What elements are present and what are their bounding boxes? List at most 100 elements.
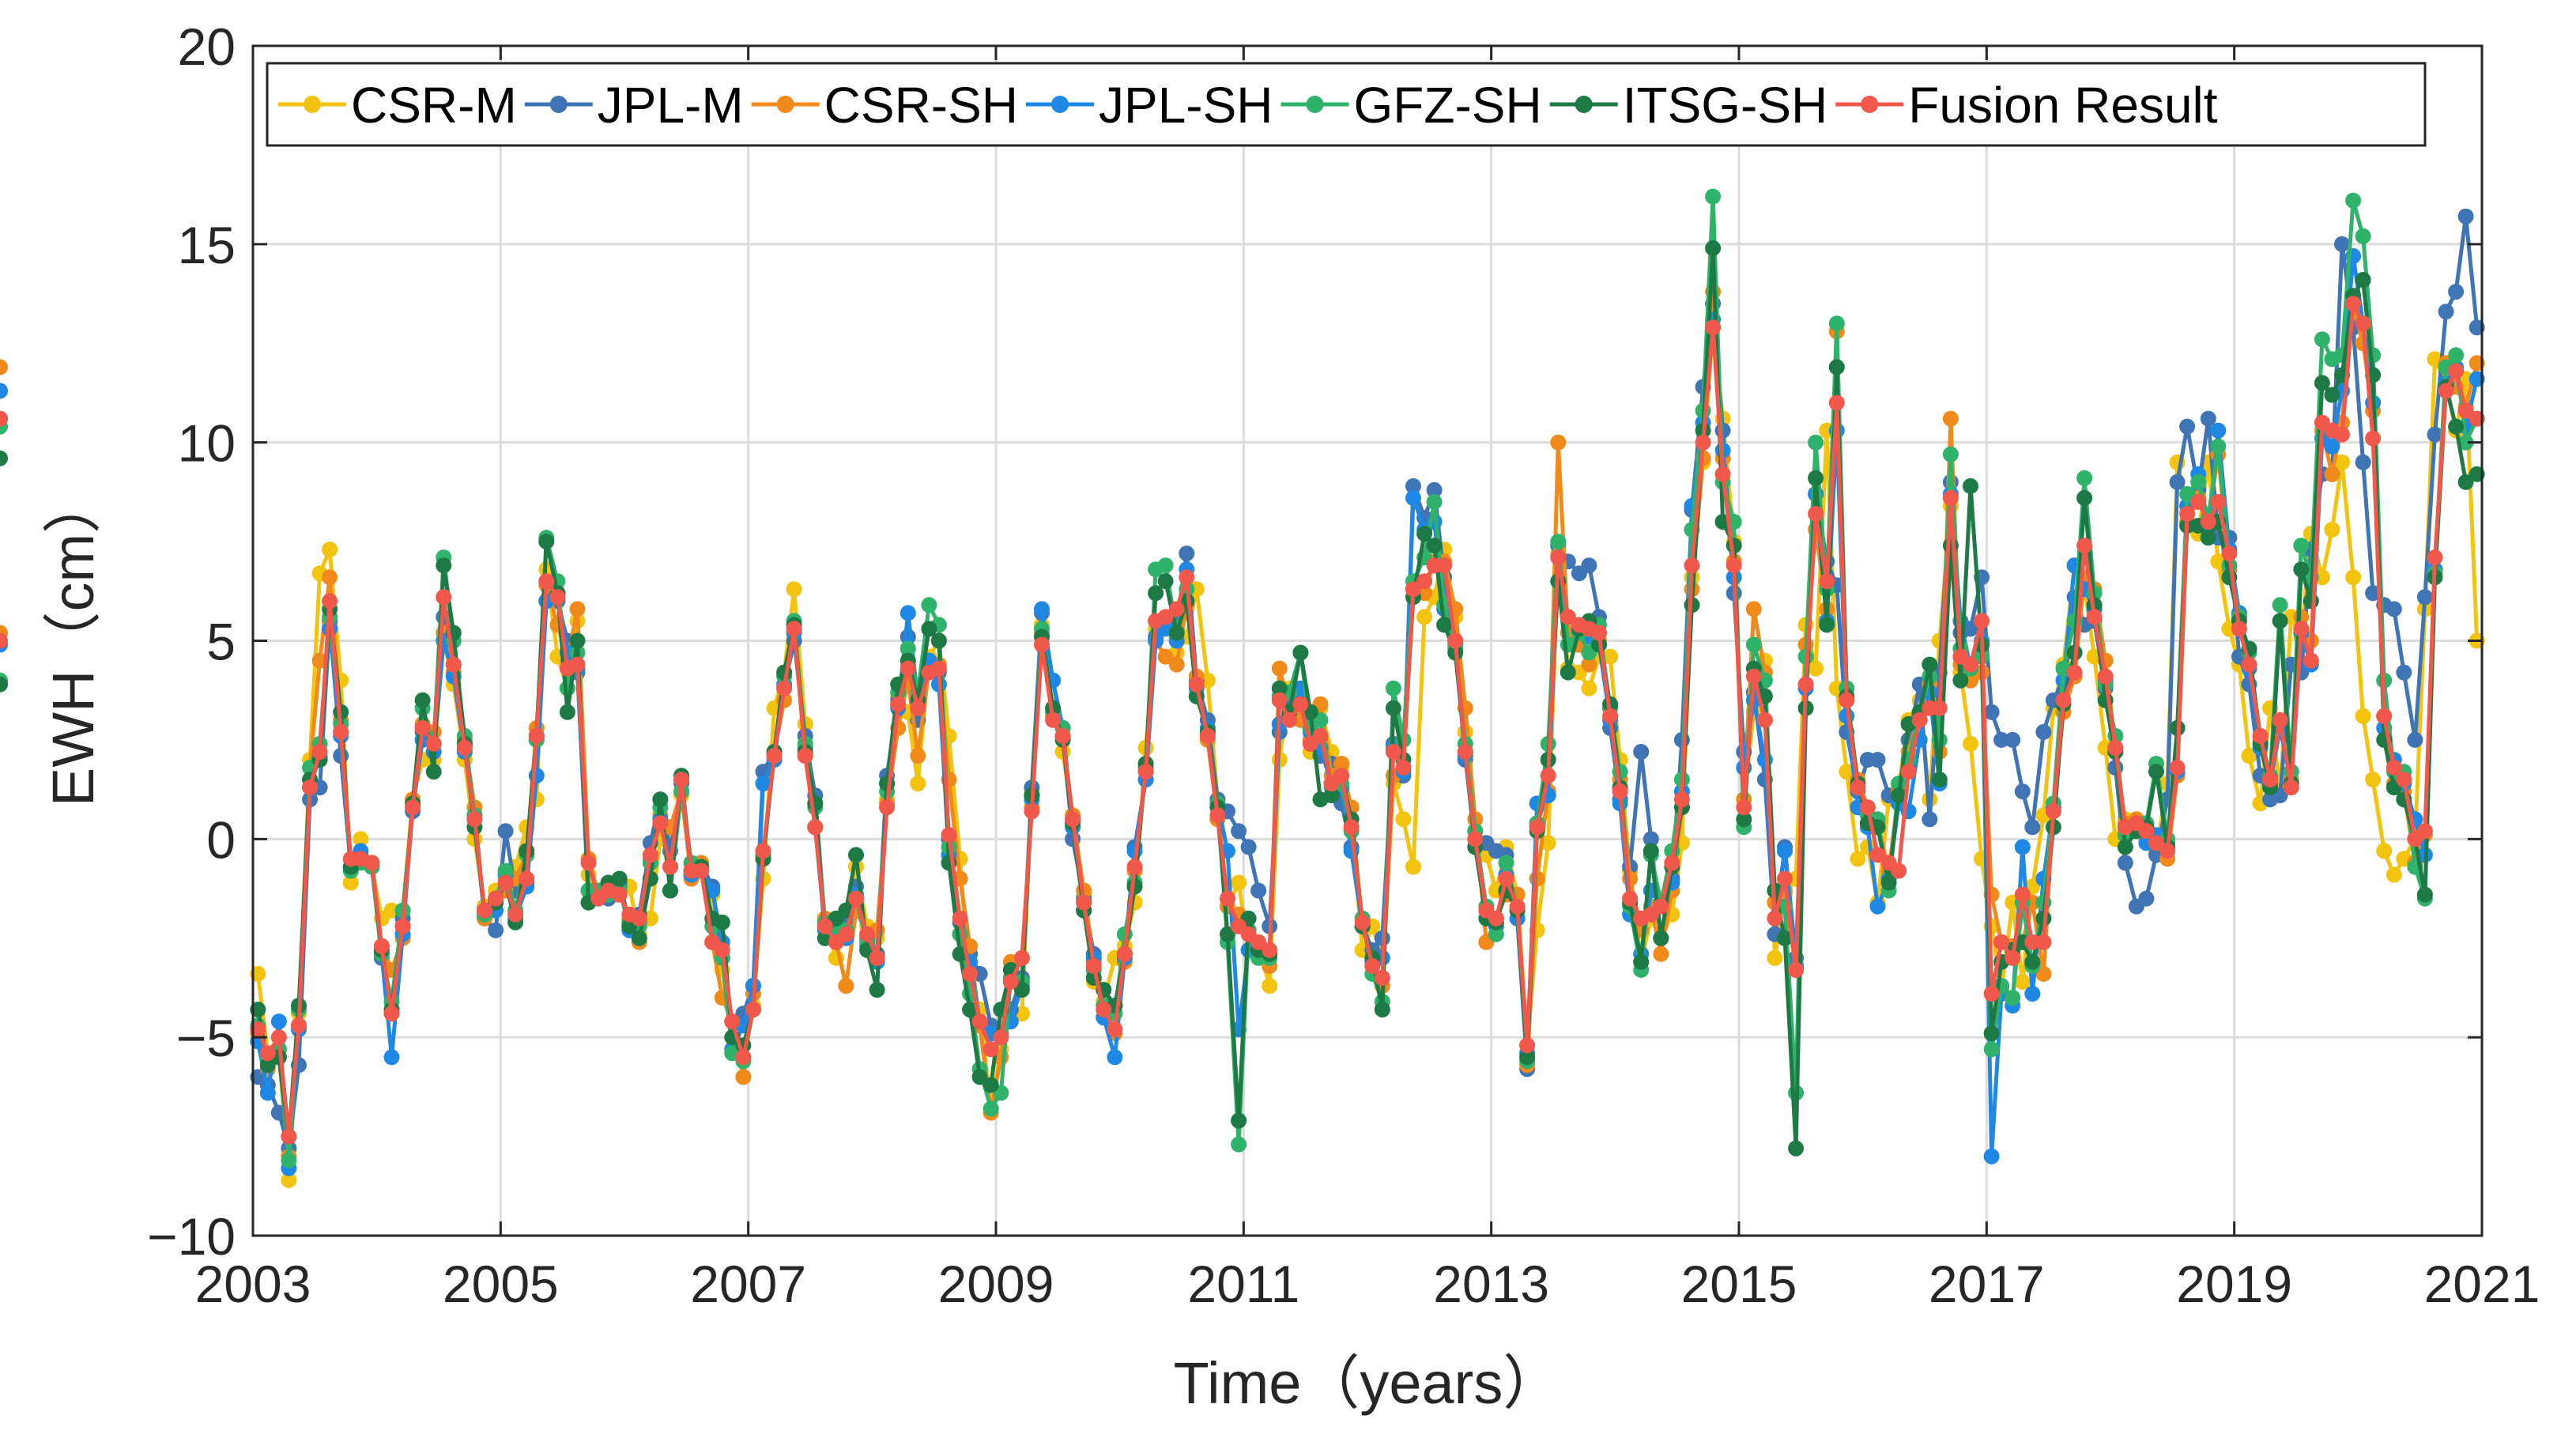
- data-point: [364, 855, 380, 871]
- legend-item: JPL-SH: [1026, 77, 1273, 134]
- data-point: [2457, 474, 2474, 490]
- data-point: [1116, 946, 1133, 962]
- data-point: [549, 589, 566, 606]
- data-point: [1179, 545, 1195, 562]
- data-point: [1808, 434, 1824, 451]
- data-point: [2097, 668, 2114, 685]
- data-point: [2457, 208, 2474, 225]
- data-point: [1498, 855, 1514, 871]
- data-point: [1581, 557, 1597, 574]
- y-tick-label: 5: [206, 613, 236, 671]
- data-point: [1983, 986, 2000, 1002]
- data-point: [2376, 843, 2393, 859]
- data-point: [2210, 438, 2227, 455]
- data-point: [1220, 926, 1235, 942]
- data-point: [652, 815, 669, 832]
- data-point: [2448, 284, 2465, 300]
- data-point: [2427, 549, 2443, 566]
- data-point: [0, 359, 8, 376]
- data-point: [1705, 240, 1722, 256]
- data-point: [2293, 621, 2310, 637]
- data-point: [2427, 426, 2443, 443]
- legend-label: JPL-M: [598, 77, 744, 134]
- data-point: [528, 727, 545, 744]
- data-point: [1952, 672, 1969, 689]
- series-fusion-result: [0, 296, 2485, 1145]
- data-point: [2148, 764, 2164, 780]
- data-point: [1622, 890, 1639, 907]
- data-point: [2314, 331, 2330, 348]
- data-point: [1819, 573, 1835, 590]
- data-point: [921, 621, 937, 637]
- data-point: [2221, 545, 2238, 562]
- data-point: [2169, 474, 2186, 490]
- data-point: [0, 383, 8, 399]
- data-point: [1540, 835, 1556, 851]
- data-point: [2416, 886, 2433, 903]
- y-tick-label: −5: [176, 1009, 236, 1067]
- data-point: [1498, 870, 1514, 887]
- data-point: [1673, 791, 1690, 808]
- data-point: [2076, 470, 2093, 486]
- data-point: [952, 910, 968, 927]
- data-point: [2169, 760, 2186, 776]
- x-tick-label: 2019: [2176, 1255, 2292, 1313]
- data-point: [456, 739, 473, 756]
- data-point: [1880, 874, 1897, 891]
- data-point: [569, 601, 586, 617]
- data-point: [2314, 569, 2330, 586]
- data-point: [445, 656, 462, 673]
- data-point: [1911, 712, 1928, 728]
- data-point: [1983, 1148, 2000, 1165]
- data-point: [1653, 930, 1669, 946]
- data-point: [1374, 969, 1390, 986]
- data-point: [1726, 557, 1742, 574]
- data-point: [1550, 534, 1567, 550]
- data-point: [2024, 953, 2041, 970]
- data-point: [900, 605, 916, 621]
- data-point: [2210, 422, 2227, 439]
- legend: CSR-M JPL-M CSR-SH JPL-SH GFZ-SH ITSG-SH Fusio…: [266, 62, 2427, 147]
- legend-label: JPL-SH: [1099, 77, 1273, 134]
- data-point: [2345, 569, 2362, 586]
- data-point: [1076, 894, 1092, 911]
- data-point: [2024, 986, 2041, 1002]
- data-point: [1963, 656, 1978, 673]
- data-point: [1581, 680, 1597, 696]
- data-point: [2005, 990, 2021, 1006]
- data-point: [1828, 315, 1845, 332]
- data-point: [1405, 859, 1421, 875]
- data-point: [1488, 926, 1504, 942]
- data-point: [2138, 890, 2155, 907]
- data-point: [383, 1049, 400, 1066]
- data-point: [2014, 839, 2031, 855]
- data-point: [1168, 656, 1185, 673]
- data-point: [1157, 648, 1174, 665]
- data-point: [1891, 787, 1907, 804]
- data-point: [1262, 978, 1278, 994]
- data-point: [2324, 466, 2340, 482]
- legend-swatch-marker: [304, 96, 321, 113]
- data-point: [559, 704, 575, 720]
- data-point: [1405, 581, 1421, 598]
- data-point: [910, 700, 926, 716]
- data-point: [838, 926, 854, 942]
- data-point: [1209, 807, 1226, 824]
- data-point: [1385, 744, 1401, 760]
- data-point: [538, 573, 555, 590]
- data-point: [281, 1128, 297, 1145]
- legend-label: CSR-SH: [824, 77, 1018, 134]
- data-point: [662, 882, 678, 899]
- data-point: [1788, 1140, 1805, 1157]
- data-point: [1869, 898, 1886, 915]
- data-point: [1869, 752, 1886, 768]
- data-point: [2262, 772, 2279, 788]
- data-point: [2066, 664, 2083, 681]
- data-point: [1653, 946, 1669, 962]
- data-point: [2293, 561, 2310, 578]
- data-point: [1096, 1002, 1112, 1017]
- data-point: [259, 1085, 276, 1101]
- data-point: [2355, 708, 2371, 724]
- data-point: [1828, 359, 1845, 376]
